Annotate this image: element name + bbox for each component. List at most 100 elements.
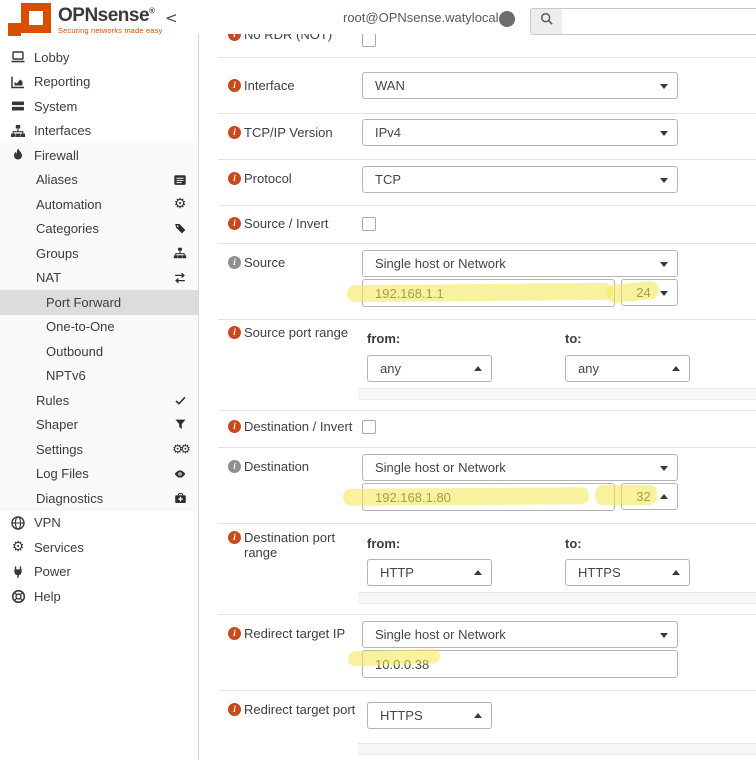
to-label: to: — [565, 331, 582, 346]
source-port-to-select[interactable]: any — [565, 355, 690, 382]
from-label: from: — [367, 536, 401, 551]
info-icon[interactable] — [228, 256, 241, 269]
info-icon[interactable] — [228, 326, 241, 339]
info-icon[interactable] — [228, 531, 241, 544]
search-input[interactable] — [562, 8, 756, 35]
info-icon[interactable] — [228, 420, 241, 433]
gear-icon: ⚙ — [173, 196, 187, 213]
sidebar-item-reporting[interactable]: Reporting — [0, 70, 198, 95]
source-mask-select[interactable]: 24 — [621, 279, 678, 306]
field-label: Source port range — [244, 325, 349, 340]
destination-address-input[interactable] — [362, 483, 615, 511]
row-divider — [218, 319, 756, 320]
sidebar-item-aliases[interactable]: Aliases — [0, 168, 198, 193]
destination-mask-select[interactable]: 32 — [621, 483, 678, 510]
field-label: Destination port range — [244, 530, 336, 560]
row-divider — [218, 690, 756, 691]
protocol-select-value: TCP — [375, 172, 401, 187]
gear-icon: ⚙ — [11, 539, 25, 556]
brand-name: OPNsense® — [58, 5, 155, 26]
sidebar-item-outbound[interactable]: Outbound — [46, 343, 104, 359]
row-divider — [218, 447, 756, 448]
row-divider — [218, 205, 756, 206]
source-port-from-select[interactable]: any — [367, 355, 492, 382]
info-icon[interactable] — [228, 703, 241, 716]
sidebar-item-categories[interactable]: Categories — [0, 217, 198, 242]
destination-type-select[interactable]: Single host or Network — [362, 454, 678, 481]
info-icon[interactable] — [228, 217, 241, 230]
tag-icon — [173, 222, 187, 236]
info-icon[interactable] — [228, 460, 241, 473]
to-label: to: — [565, 536, 582, 551]
sidebar-item-vpn[interactable]: VPN — [0, 511, 198, 536]
filter-icon — [173, 418, 187, 432]
field-label: Destination / Invert — [244, 419, 353, 434]
row-divider — [218, 243, 756, 244]
life-ring-icon — [10, 588, 26, 604]
sidebar-item-shaper[interactable]: Shaper — [0, 413, 198, 438]
sidebar-item-one-to-one[interactable]: One-to-One — [46, 319, 115, 335]
laptop-icon — [10, 49, 26, 65]
row-divider — [218, 614, 756, 615]
sidebar-item-nat[interactable]: NAT — [0, 266, 198, 291]
destination-port-to-select[interactable]: HTTPS — [565, 559, 690, 586]
sidebar-item-automation[interactable]: Automation ⚙ — [36, 196, 187, 213]
status-indicator-dot — [499, 11, 515, 27]
destination-port-from-value: HTTP — [380, 565, 414, 580]
sidebar-item-port-forward[interactable]: Port Forward — [0, 290, 198, 315]
source-type-select[interactable]: Single host or Network — [362, 250, 678, 277]
sidebar-item-help[interactable]: Help — [0, 584, 198, 609]
plug-icon — [10, 564, 26, 580]
ip-version-select[interactable]: IPv4 — [362, 119, 678, 146]
no-rdr-checkbox[interactable] — [362, 33, 376, 47]
redirect-port-select[interactable]: HTTPS — [367, 702, 492, 729]
sidebar-item-settings[interactable]: Settings ⚙⚙ — [36, 441, 191, 457]
table-stripe — [358, 743, 756, 755]
field-label: Source / Invert — [244, 216, 329, 231]
destination-invert-checkbox[interactable] — [362, 420, 376, 434]
info-icon[interactable] — [228, 126, 241, 139]
sidebar-item-interfaces[interactable]: Interfaces — [0, 119, 198, 144]
protocol-select[interactable]: TCP — [362, 166, 678, 193]
destination-port-from-select[interactable]: HTTP — [367, 559, 492, 586]
sidebar-item-system[interactable]: System — [0, 94, 198, 119]
redirect-ip-type-select[interactable]: Single host or Network — [362, 621, 678, 648]
info-icon[interactable] — [228, 172, 241, 185]
row-divider — [218, 113, 756, 114]
source-invert-checkbox[interactable] — [362, 217, 376, 231]
sidebar-item-rules[interactable]: Rules — [0, 388, 198, 413]
info-icon[interactable] — [228, 627, 241, 640]
sidebar-item-nptv6[interactable]: NPTv6 — [46, 368, 86, 384]
row-divider — [218, 523, 756, 524]
search-button[interactable] — [530, 8, 563, 35]
opnsense-logo[interactable] — [8, 3, 54, 39]
ip-version-select-value: IPv4 — [375, 125, 402, 140]
sidebar-collapse-icon[interactable]: < — [165, 9, 178, 27]
hostname-label: root@OPNsense.watylocal — [343, 10, 499, 25]
interface-select-value: WAN — [375, 78, 405, 93]
sidebar-item-log-files[interactable]: Log Files — [0, 462, 198, 487]
source-mask-select-value: 24 — [636, 285, 651, 300]
source-port-from-value: any — [380, 361, 401, 376]
field-label: Destination — [244, 459, 310, 474]
sidebar-item-lobby[interactable]: Lobby — [0, 45, 198, 70]
row-divider — [218, 410, 756, 411]
sidebar-item-services[interactable]: ⚙ Services — [11, 539, 84, 556]
area-chart-icon — [10, 74, 26, 90]
row-divider — [218, 57, 756, 58]
sidebar-item-diagnostics[interactable]: Diagnostics — [0, 486, 198, 511]
redirect-port-select-value: HTTPS — [380, 708, 423, 723]
redirect-ip-input[interactable] — [362, 650, 678, 678]
source-address-input[interactable] — [362, 279, 615, 307]
field-label: TCP/IP Version — [244, 125, 333, 140]
sidebar-item-power[interactable]: Power — [0, 560, 198, 585]
sidebar-item-firewall[interactable]: Firewall — [0, 143, 198, 168]
source-port-to-value: any — [578, 361, 599, 376]
info-icon[interactable] — [228, 79, 241, 92]
exchange-icon — [173, 271, 187, 285]
from-label: from: — [367, 331, 401, 346]
interface-select[interactable]: WAN — [362, 72, 678, 99]
sidebar-item-groups[interactable]: Groups — [0, 241, 198, 266]
check-icon — [173, 393, 187, 407]
